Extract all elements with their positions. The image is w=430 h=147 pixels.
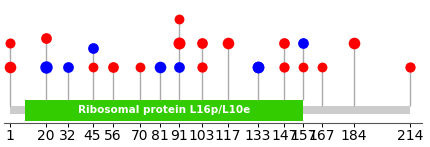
Point [64, 66, 71, 68]
Point [157, 66, 164, 68]
Point [300, 66, 307, 68]
Bar [25, 100, 303, 121]
Point [89, 46, 96, 49]
Point [255, 66, 261, 68]
Point [6, 66, 13, 68]
Point [224, 42, 231, 44]
Text: Ribosomal protein L16p/L10e: Ribosomal protein L16p/L10e [78, 105, 250, 115]
Point [6, 42, 13, 44]
Point [350, 42, 357, 44]
Point [198, 42, 205, 44]
Point [281, 42, 288, 44]
Point [281, 66, 288, 68]
Bar [10, 106, 410, 114]
Point [42, 37, 49, 39]
Point [89, 66, 96, 68]
Point [136, 66, 143, 68]
Point [110, 66, 117, 68]
Point [198, 66, 205, 68]
Point [255, 66, 261, 68]
Point [175, 42, 182, 44]
Point [407, 66, 414, 68]
Point [319, 66, 326, 68]
Point [175, 66, 182, 68]
Point [42, 66, 49, 68]
Point [175, 17, 182, 20]
Point [300, 42, 307, 44]
